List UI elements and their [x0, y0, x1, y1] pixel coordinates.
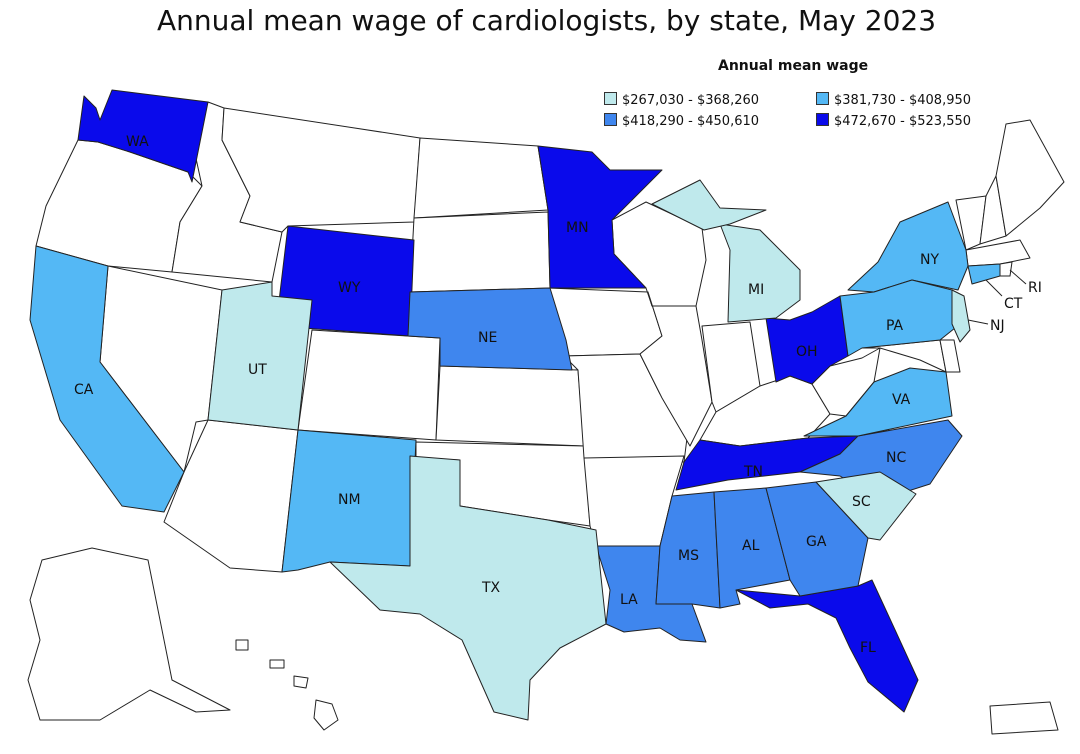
state-MI-up: [651, 179, 767, 231]
legend-swatch-4: [816, 113, 829, 126]
state-HI-oahu: [269, 659, 285, 669]
leader-RI: [1009, 269, 1027, 285]
state-HI-big: [313, 699, 339, 731]
label-NE: NE: [478, 330, 497, 346]
state-CO: [297, 329, 441, 441]
state-VA: [803, 367, 953, 437]
state-MN: [537, 145, 663, 289]
legend-label-4: $472,670 - $523,550: [834, 114, 972, 129]
label-TN: TN: [743, 464, 763, 480]
legend-item-4: $472,670 - $523,550: [816, 113, 971, 130]
state-TX: [329, 455, 607, 721]
state-HI-kauai: [235, 639, 249, 651]
label-NC: NC: [886, 450, 906, 466]
state-CT: [967, 263, 1001, 285]
state-ND: [413, 137, 549, 219]
state-CA: [29, 245, 185, 513]
state-WV: [811, 347, 881, 417]
state-HI-maui: [293, 675, 309, 689]
state-SC: [815, 471, 917, 541]
legend-item-3: $418,290 - $450,610: [604, 113, 759, 130]
legend-title: Annual mean wage: [718, 58, 869, 74]
label-UT: UT: [248, 362, 267, 378]
state-MI: [719, 223, 801, 323]
state-DE: [939, 339, 961, 373]
label-WY: WY: [338, 280, 361, 296]
legend-swatch-1: [604, 92, 617, 105]
label-VA: VA: [892, 392, 911, 408]
leader-NJ: [967, 319, 989, 325]
state-labels: WA MN WY UT NE CA NM TX LA MS AL GA FL S…: [74, 134, 1042, 656]
legend-swatch-2: [816, 92, 829, 105]
state-NJ: [951, 289, 971, 343]
label-CT: CT: [1004, 296, 1023, 312]
state-RI: [999, 261, 1013, 277]
state-KS: [435, 365, 585, 447]
state-NY: [847, 201, 969, 293]
state-UT: [207, 281, 313, 431]
shaded-states: [29, 89, 1001, 721]
label-GA: GA: [806, 534, 827, 550]
label-NJ: NJ: [990, 318, 1005, 334]
label-AL: AL: [742, 538, 760, 554]
label-TX: TX: [481, 580, 501, 596]
label-NM: NM: [338, 492, 361, 508]
legend-label-1: $267,030 - $368,260: [622, 93, 760, 108]
state-WA: [77, 89, 209, 183]
map-title: Annual mean wage of cardiologists, by st…: [156, 4, 937, 37]
legend-item-1: $267,030 - $368,260: [604, 92, 759, 109]
state-MT: [221, 107, 421, 233]
state-ME: [995, 119, 1065, 237]
legend-label-2: $381,730 - $408,950: [834, 93, 972, 108]
state-AK: [27, 547, 231, 721]
legend-item-2: $381,730 - $408,950: [816, 92, 971, 109]
label-NY: NY: [920, 252, 939, 268]
label-PA: PA: [886, 318, 904, 334]
label-MI: MI: [748, 282, 764, 298]
label-CA: CA: [74, 382, 94, 398]
label-WA: WA: [126, 134, 149, 150]
territory-PR: [989, 701, 1059, 735]
state-OH: [765, 295, 849, 385]
legend-label-3: $418,290 - $450,610: [622, 114, 760, 129]
label-SC: SC: [852, 494, 871, 510]
label-RI: RI: [1028, 280, 1042, 296]
label-MN: MN: [566, 220, 589, 236]
state-NE: [407, 287, 573, 371]
leader-CT: [985, 279, 1003, 297]
legend-swatch-3: [604, 113, 617, 126]
label-MS: MS: [678, 548, 699, 564]
state-IL: [639, 291, 713, 447]
state-FL: [735, 579, 919, 713]
state-SD: [409, 211, 551, 293]
label-LA: LA: [620, 592, 638, 608]
label-FL: FL: [860, 640, 876, 656]
unshaded-states: [27, 101, 1065, 735]
label-OH: OH: [796, 344, 818, 360]
